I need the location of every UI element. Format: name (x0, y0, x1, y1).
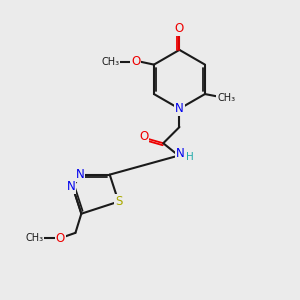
Text: N: N (67, 180, 76, 193)
Text: O: O (56, 232, 65, 244)
Text: CH₃: CH₃ (25, 233, 43, 243)
Text: CH₃: CH₃ (217, 93, 235, 103)
Text: N: N (76, 168, 84, 181)
Text: O: O (175, 22, 184, 35)
Text: N: N (176, 147, 184, 160)
Text: H: H (186, 152, 193, 162)
Text: S: S (115, 195, 122, 208)
Text: N: N (175, 102, 184, 115)
Text: CH₃: CH₃ (101, 57, 119, 67)
Text: O: O (131, 55, 140, 68)
Text: O: O (139, 130, 148, 143)
